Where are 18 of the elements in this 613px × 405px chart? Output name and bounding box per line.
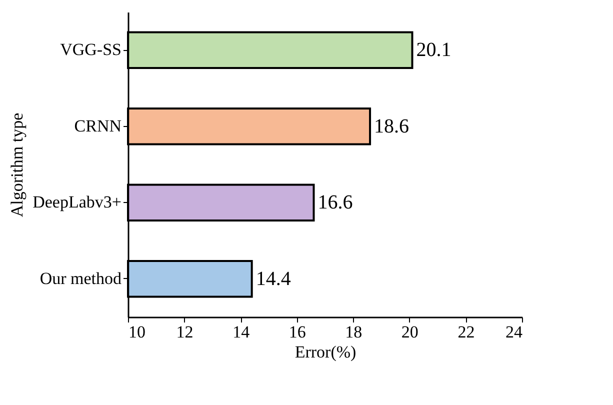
x-axis-title: Error(%) bbox=[294, 342, 356, 362]
x-tick-label: 12 bbox=[176, 322, 194, 342]
x-tick-label: 20 bbox=[401, 322, 418, 342]
x-tick-label: 16 bbox=[288, 322, 306, 342]
y-tick-label: CRNN bbox=[74, 116, 122, 136]
data-label: 18.6 bbox=[374, 115, 410, 138]
data-label: 14.4 bbox=[256, 268, 291, 290]
x-tick-label: 22 bbox=[458, 322, 475, 342]
y-tick-label: Our method bbox=[40, 268, 122, 288]
data-label: 16.6 bbox=[318, 192, 353, 214]
y-axis-title: Algorithm type bbox=[8, 112, 27, 218]
x-tick-label: 18 bbox=[345, 322, 362, 342]
y-tick-label: DeepLabv3+ bbox=[32, 192, 122, 212]
x-tick-label: 24 bbox=[506, 322, 523, 342]
x-tick-label: 14 bbox=[232, 322, 250, 342]
x-tick-label: 10 bbox=[128, 322, 146, 342]
y-tick-label: VGG-SS bbox=[60, 40, 122, 60]
data-label: 20.1 bbox=[416, 39, 452, 62]
